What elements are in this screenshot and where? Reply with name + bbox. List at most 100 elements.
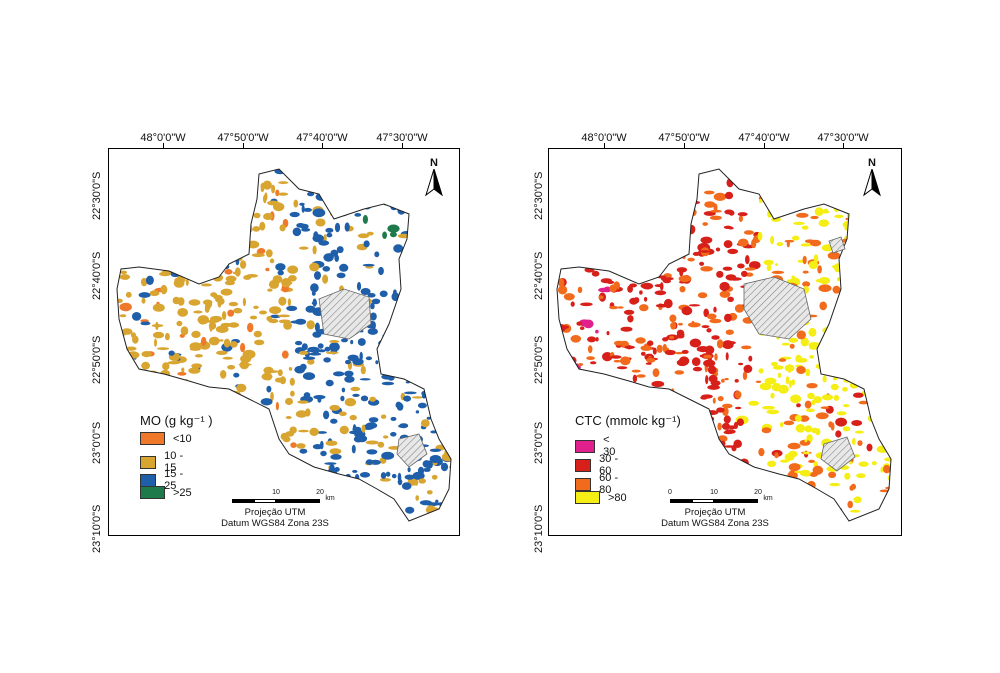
raster-patch xyxy=(587,503,597,510)
raster-patch xyxy=(858,461,869,467)
raster-patch xyxy=(704,201,716,208)
raster-patch xyxy=(312,298,317,307)
raster-patch xyxy=(716,339,724,349)
raster-patch xyxy=(584,262,595,268)
raster-patch xyxy=(295,340,303,346)
raster-patch xyxy=(315,218,326,227)
raster-patch xyxy=(341,387,346,393)
raster-patch xyxy=(440,379,451,383)
raster-patch xyxy=(572,385,577,390)
lon-label: 47°30'0"W xyxy=(376,132,428,144)
raster-patch xyxy=(391,473,397,479)
raster-patch xyxy=(174,277,186,283)
raster-patch xyxy=(624,345,635,349)
raster-patch xyxy=(632,259,645,263)
raster-patch xyxy=(585,504,597,512)
raster-patch xyxy=(663,236,672,244)
raster-patch xyxy=(557,323,559,332)
raster-patch xyxy=(187,177,198,180)
raster-patch xyxy=(152,303,165,312)
raster-patch xyxy=(727,248,739,255)
raster-patch xyxy=(881,251,888,257)
raster-patch xyxy=(275,401,279,411)
raster-patch xyxy=(332,184,338,192)
raster-patch xyxy=(383,513,393,518)
raster-patch xyxy=(758,198,763,204)
raster-patch xyxy=(620,235,625,244)
raster-patch xyxy=(632,213,645,222)
raster-patch xyxy=(746,175,756,178)
raster-patch xyxy=(110,243,116,251)
raster-patch xyxy=(209,315,223,322)
scale-bar: 10 20 km xyxy=(232,489,342,507)
raster-patch xyxy=(144,394,153,398)
raster-patch xyxy=(687,322,701,328)
raster-patch xyxy=(117,223,121,230)
raster-patch xyxy=(284,459,297,467)
raster-patch xyxy=(243,275,252,280)
raster-patch xyxy=(444,426,451,436)
raster-patch xyxy=(267,200,280,206)
raster-patch xyxy=(341,338,348,343)
raster-patch xyxy=(399,201,404,209)
raster-patch xyxy=(570,203,579,213)
raster-patch xyxy=(208,336,220,346)
raster-patch xyxy=(112,149,121,153)
raster-patch xyxy=(279,376,286,385)
raster-patch xyxy=(796,366,806,374)
raster-patch xyxy=(612,202,620,212)
raster-patch xyxy=(312,208,326,218)
raster-patch xyxy=(896,360,901,367)
raster-patch xyxy=(128,422,138,427)
raster-patch xyxy=(877,317,887,321)
raster-patch xyxy=(117,298,123,304)
raster-patch xyxy=(181,208,191,214)
raster-patch xyxy=(201,336,207,346)
raster-patch xyxy=(339,208,350,215)
raster-patch xyxy=(381,451,395,460)
raster-patch xyxy=(645,451,650,457)
raster-patch xyxy=(233,425,238,431)
raster-patch xyxy=(329,464,335,471)
raster-patch xyxy=(828,421,833,428)
raster-patch xyxy=(220,237,232,244)
raster-patch xyxy=(748,400,760,406)
raster-patch xyxy=(153,225,158,230)
raster-patch xyxy=(119,302,132,312)
scale-segment xyxy=(692,499,714,503)
legend-item: 15 - 25 xyxy=(140,468,185,492)
urban-area xyxy=(396,433,428,468)
raster-patch xyxy=(770,235,775,245)
raster-patch xyxy=(636,526,642,531)
raster-patch xyxy=(667,482,678,487)
raster-patch xyxy=(791,235,800,241)
raster-patch xyxy=(633,527,637,532)
tick xyxy=(764,143,765,148)
raster-patch xyxy=(615,199,625,203)
raster-patch xyxy=(842,255,855,261)
raster-patch xyxy=(344,375,355,383)
raster-patch xyxy=(744,149,752,151)
raster-patch xyxy=(453,431,459,440)
raster-patch xyxy=(596,380,609,390)
raster-patch xyxy=(448,392,451,398)
raster-patch xyxy=(580,302,593,307)
raster-patch xyxy=(822,375,827,383)
raster-patch xyxy=(570,222,579,227)
raster-patch xyxy=(656,389,661,395)
raster-patch xyxy=(618,508,624,519)
raster-patch xyxy=(312,331,322,338)
raster-patch xyxy=(216,483,227,494)
raster-patch xyxy=(763,259,774,266)
raster-patch xyxy=(182,513,193,521)
raster-patch xyxy=(758,368,764,374)
raster-patch xyxy=(647,340,654,346)
raster-patch xyxy=(680,412,685,417)
raster-patch xyxy=(260,398,273,406)
raster-patch xyxy=(757,231,763,241)
raster-patch xyxy=(110,227,114,231)
raster-patch xyxy=(327,177,332,181)
raster-patch xyxy=(654,284,664,288)
raster-patch xyxy=(160,284,168,295)
raster-patch xyxy=(860,229,865,236)
